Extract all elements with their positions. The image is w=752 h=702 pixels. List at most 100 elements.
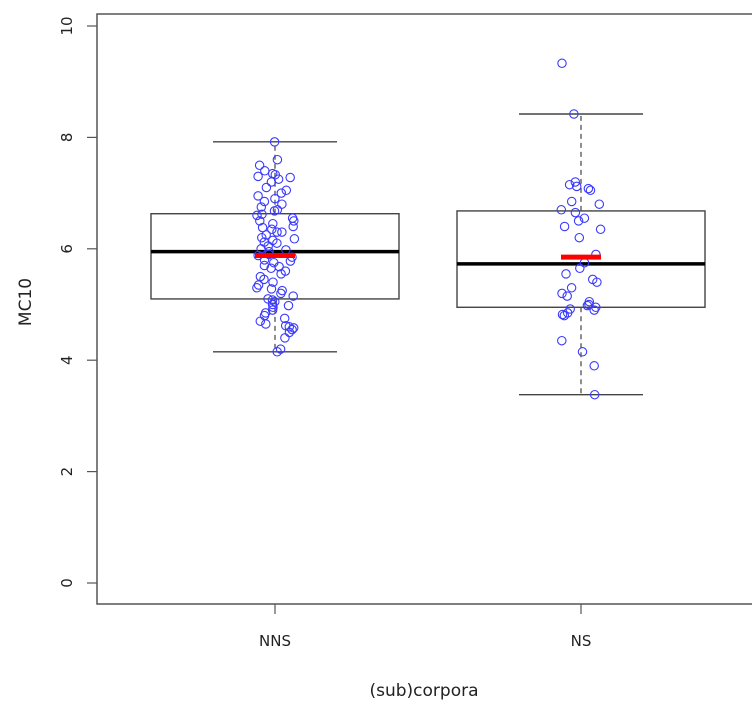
data-point	[267, 224, 277, 235]
data-point	[562, 308, 573, 318]
data-point	[270, 193, 280, 204]
data-point	[259, 260, 270, 271]
data-point	[252, 283, 262, 293]
data-point	[254, 160, 265, 171]
data-point	[256, 202, 267, 212]
data-point	[585, 185, 596, 196]
data-point	[272, 154, 283, 165]
data-point	[280, 333, 290, 343]
data-point	[255, 216, 265, 226]
data-point	[569, 109, 579, 119]
points-nns	[252, 137, 300, 357]
data-point	[266, 263, 276, 274]
data-point	[276, 188, 287, 198]
data-point	[557, 309, 568, 320]
data-point	[272, 227, 282, 237]
x-axis-title: (sub)corpora	[369, 681, 478, 701]
data-point	[272, 238, 282, 248]
data-point	[559, 310, 570, 321]
data-point	[257, 222, 268, 233]
data-point	[557, 58, 567, 69]
data-point	[589, 305, 599, 315]
data-point	[252, 210, 262, 221]
data-point	[259, 310, 270, 321]
data-point	[269, 206, 280, 216]
data-point	[276, 269, 286, 279]
points-ns	[556, 58, 606, 400]
data-point	[277, 199, 287, 209]
data-point	[255, 316, 266, 326]
data-point	[557, 335, 567, 346]
data-point	[579, 213, 590, 223]
plot-frame	[96, 13, 752, 605]
data-point	[288, 221, 298, 232]
plot-border	[96, 13, 752, 605]
data-point	[561, 269, 571, 279]
data-point	[559, 221, 570, 232]
data-point	[253, 191, 263, 201]
data-point	[275, 344, 286, 354]
data-point	[259, 196, 270, 207]
data-point	[574, 232, 585, 243]
data-point	[267, 295, 278, 305]
data-point	[577, 347, 588, 357]
data-point	[562, 291, 572, 301]
x-tick-label: NNS	[259, 632, 291, 650]
data-point	[277, 227, 287, 237]
data-point	[281, 185, 292, 196]
y-tick-label: 8	[58, 133, 76, 143]
data-point	[564, 179, 575, 190]
data-point	[279, 313, 290, 324]
boxes	[150, 113, 706, 396]
data-point	[592, 277, 602, 287]
data-point	[276, 288, 286, 299]
y-tick-label: 6	[58, 244, 76, 254]
data-point	[589, 361, 599, 371]
x-tick-label: NS	[571, 632, 592, 650]
data-point	[285, 172, 295, 183]
x-axis: NNS NS	[259, 604, 591, 650]
data-point	[263, 294, 273, 304]
box-ns	[456, 113, 706, 396]
data-point	[268, 277, 278, 287]
y-axis-title: MC10	[16, 278, 36, 326]
data-point	[583, 183, 594, 194]
data-point	[253, 280, 264, 290]
data-point	[287, 324, 297, 335]
data-point	[566, 283, 577, 293]
data-points	[252, 58, 606, 400]
data-point	[571, 181, 582, 192]
data-point	[266, 284, 277, 294]
y-tick-label: 4	[58, 355, 76, 365]
data-point	[566, 196, 577, 207]
data-point	[283, 300, 294, 311]
y-tick-label: 10	[58, 16, 76, 35]
data-point	[556, 205, 567, 215]
y-tick-label: 2	[58, 467, 76, 477]
data-point	[288, 291, 298, 301]
data-point	[289, 216, 299, 226]
data-point	[272, 347, 282, 357]
data-point	[259, 274, 269, 285]
data-point	[595, 224, 606, 235]
data-point	[261, 319, 271, 329]
data-point	[575, 263, 585, 274]
data-point	[253, 171, 263, 182]
data-point	[266, 177, 277, 187]
data-point	[570, 207, 581, 218]
data-point	[589, 389, 600, 400]
data-point	[289, 234, 300, 244]
data-point	[268, 218, 278, 229]
data-point	[591, 302, 601, 313]
data-point	[261, 182, 272, 193]
data-point	[269, 137, 280, 147]
data-point	[570, 177, 581, 187]
data-point	[257, 209, 267, 220]
y-tick-label: 0	[58, 578, 76, 588]
y-axis: 0 2 4 6 8 10	[58, 16, 97, 588]
data-point	[284, 322, 295, 332]
data-point	[594, 199, 605, 209]
data-point	[557, 288, 567, 299]
data-point	[573, 216, 584, 226]
